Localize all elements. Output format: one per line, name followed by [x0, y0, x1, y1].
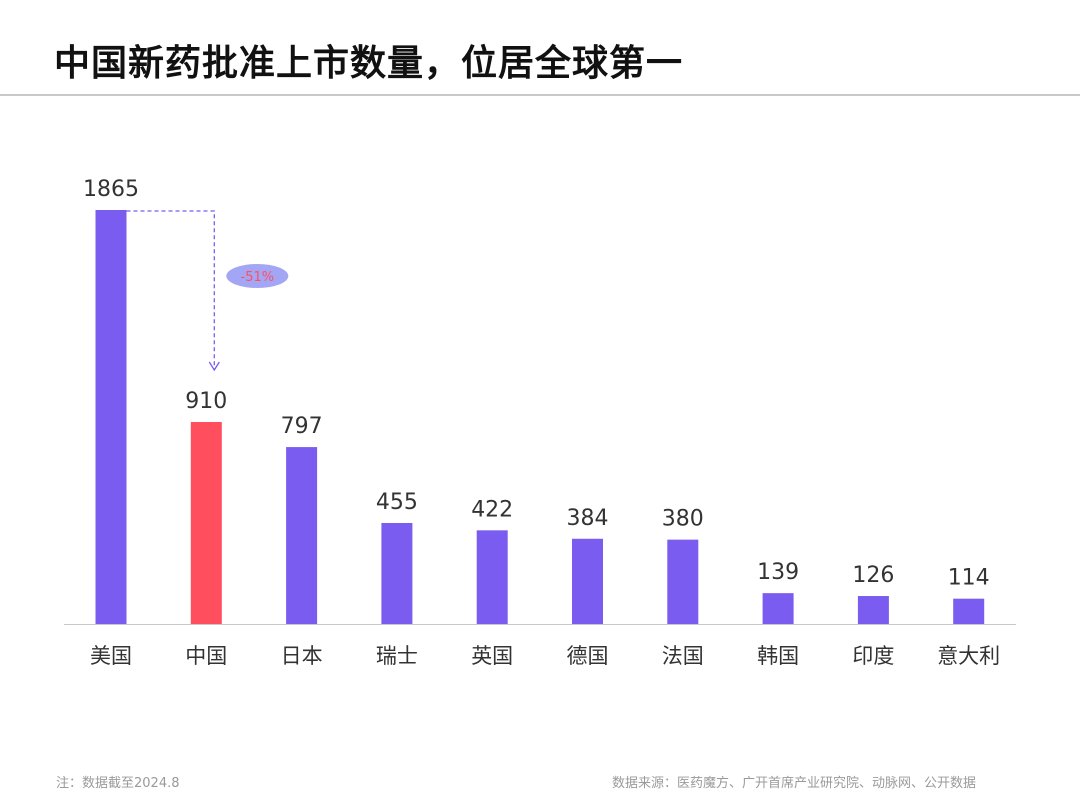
bar: [476, 530, 508, 624]
category-label: 德国: [567, 644, 609, 668]
bar: [286, 447, 318, 624]
bar: [95, 210, 127, 624]
bar: [190, 421, 222, 624]
bar: [381, 522, 413, 624]
arrow-down-icon: [208, 361, 220, 372]
value-label: 139: [757, 560, 799, 585]
value-label: 910: [185, 389, 227, 414]
bar: [953, 598, 985, 624]
bar: [762, 593, 794, 624]
value-label: 422: [471, 497, 513, 522]
data-source: 数据来源：医药魔方、广开首席产业研究院、动脉网、公开数据: [611, 776, 976, 791]
category-label: 美国: [90, 644, 132, 668]
category-label: 韩国: [757, 644, 799, 668]
change-label: -51%: [241, 270, 275, 285]
category-label: 法国: [662, 644, 704, 668]
change-badge: [226, 264, 289, 288]
bar: [857, 596, 889, 624]
category-label: 日本: [281, 644, 323, 668]
page-title: 中国新药批准上市数量，位居全球第一: [54, 43, 684, 84]
value-label: 114: [948, 566, 990, 591]
category-label: 英国: [471, 644, 513, 668]
category-label: 中国: [185, 644, 227, 668]
category-label: 瑞士: [376, 644, 418, 668]
dashed-connector: [126, 210, 215, 370]
value-label: 797: [281, 414, 323, 439]
value-label: 380: [662, 507, 704, 532]
value-label: 384: [567, 506, 609, 531]
value-label: 455: [376, 490, 418, 515]
footnote: 注：数据截至2024.8: [56, 776, 180, 791]
value-label: 126: [852, 563, 894, 588]
category-label: 印度: [852, 644, 894, 668]
bar: [667, 539, 699, 624]
change-annotation: -51%: [126, 210, 289, 372]
category-label: 意大利: [937, 644, 1000, 668]
value-label: 1865: [83, 177, 139, 202]
title-divider: [0, 94, 1080, 96]
bar: [572, 538, 603, 624]
